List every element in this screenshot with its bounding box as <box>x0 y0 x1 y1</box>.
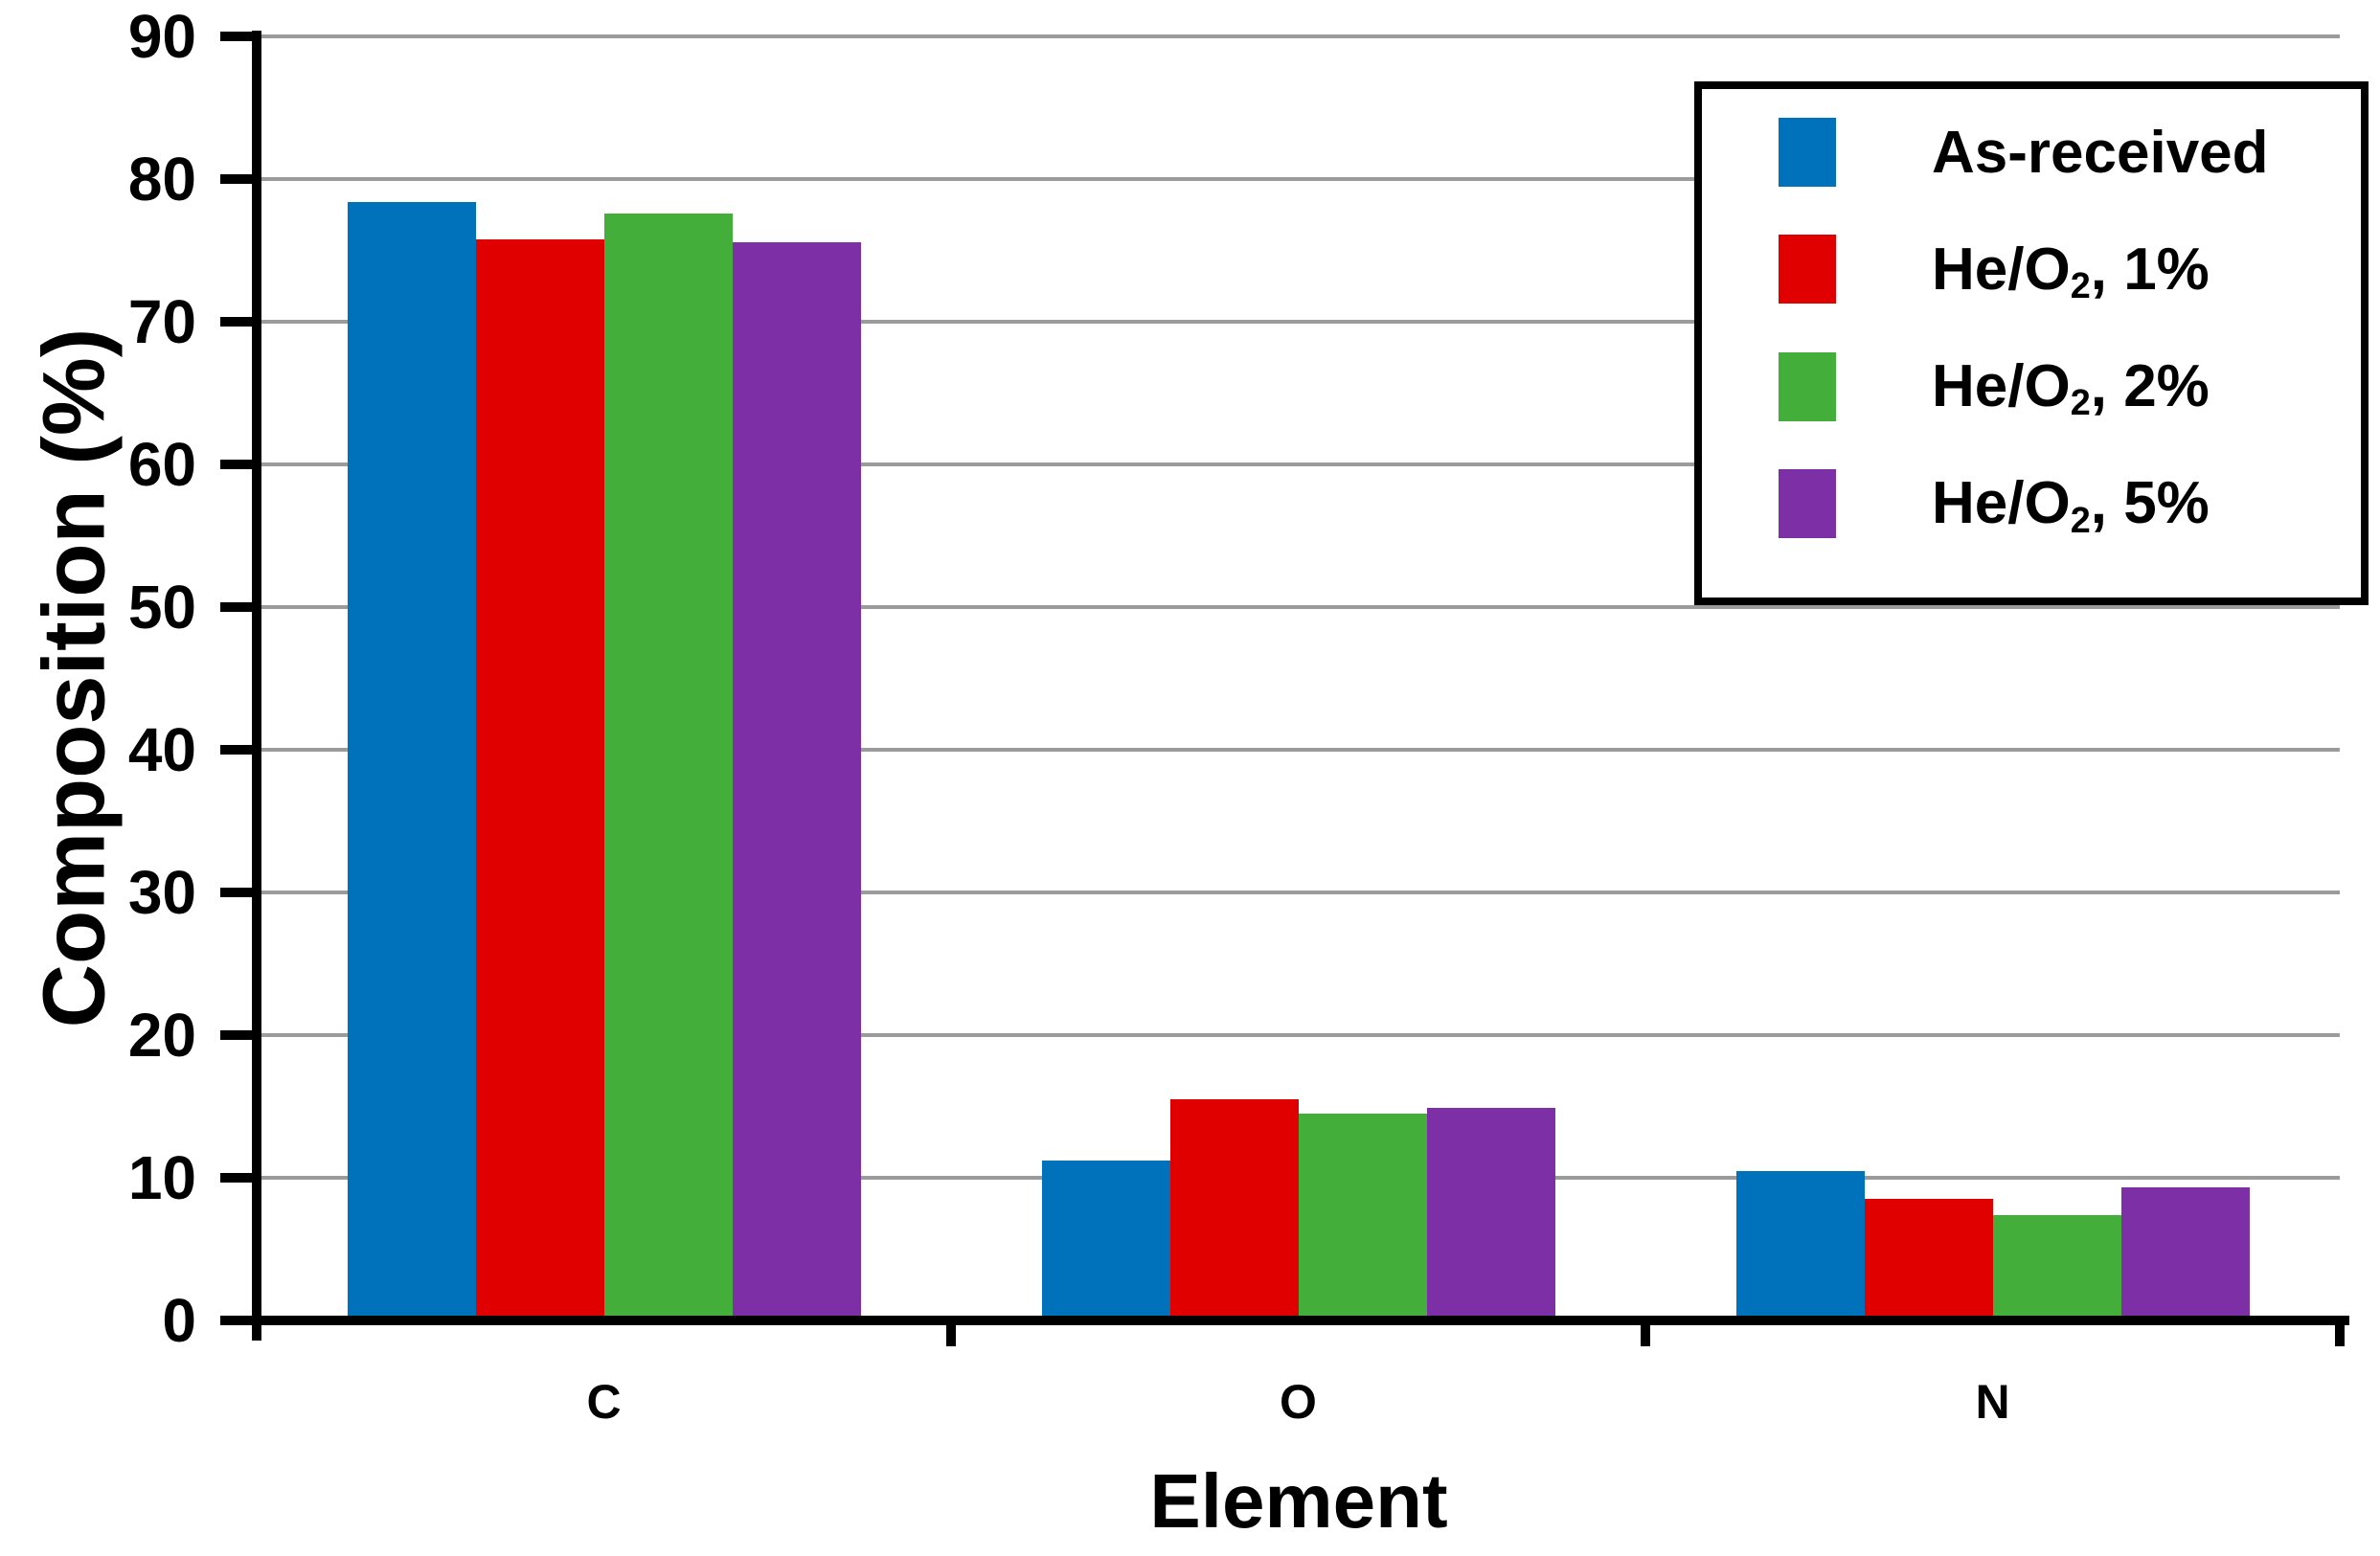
y-tick <box>220 32 257 41</box>
gridline <box>257 748 2340 752</box>
gridline <box>257 891 2340 894</box>
bar-as-received-N <box>1735 1170 1865 1320</box>
y-tick-label: 80 <box>127 145 196 214</box>
legend-label: He/O2, 2% <box>1932 353 2210 424</box>
legend: As-received He/O2, 1% He/O2, 2% He/O2, 5% <box>1694 81 2369 605</box>
y-tick <box>220 1173 257 1183</box>
y-tick <box>220 460 257 469</box>
bar-he-o2-1--O <box>1169 1099 1299 1320</box>
y-tick <box>220 317 257 327</box>
bar-he-o2-2--N <box>1992 1214 2121 1320</box>
bar-as-received-O <box>1041 1161 1170 1320</box>
bar-he-o2-1--C <box>475 238 604 1320</box>
legend-swatch <box>1779 468 1836 538</box>
x-tick <box>946 1325 956 1346</box>
bar-he-o2-5--C <box>732 241 861 1320</box>
legend-label: He/O2, 1% <box>1932 236 2210 306</box>
x-axis-line <box>252 1316 2349 1325</box>
x-category-label: N <box>1975 1375 2010 1429</box>
gridline <box>257 462 2340 466</box>
x-tick <box>1641 1325 1650 1346</box>
legend-item: He/O2, 2% <box>1779 351 2342 424</box>
legend-swatch <box>1779 351 1836 421</box>
bar-he-o2-2--O <box>1298 1113 1427 1320</box>
y-tick-label: 40 <box>127 715 196 784</box>
x-axis-title: Element <box>1149 1458 1448 1544</box>
y-tick-label: 50 <box>127 573 196 642</box>
gridline <box>257 177 2340 181</box>
x-category-label: O <box>1280 1375 1317 1429</box>
bar-as-received-C <box>347 201 476 1320</box>
y-tick <box>220 174 257 184</box>
bar-he-o2-1--N <box>1864 1199 1993 1320</box>
bar-he-o2-5--O <box>1426 1107 1555 1320</box>
x-category-label: C <box>586 1375 622 1429</box>
y-tick <box>220 1316 257 1325</box>
gridline <box>257 34 2340 38</box>
y-axis-line <box>252 31 261 1341</box>
legend-label: As-received <box>1932 119 2269 186</box>
gridline <box>257 320 2340 324</box>
y-tick-label: 10 <box>127 1143 196 1212</box>
y-tick-label: 0 <box>162 1286 196 1355</box>
y-tick-label: 30 <box>127 858 196 927</box>
legend-swatch <box>1779 235 1836 304</box>
y-tick <box>220 602 257 612</box>
gridline <box>257 605 2340 609</box>
y-tick-label: 60 <box>127 430 196 499</box>
y-tick-label: 90 <box>127 2 196 71</box>
legend-item: As-received <box>1779 118 2342 187</box>
y-tick <box>220 1030 257 1040</box>
gridline <box>257 1033 2340 1037</box>
bar-he-o2-2--C <box>603 213 733 1320</box>
legend-item: He/O2, 1% <box>1779 235 2342 306</box>
legend-swatch <box>1779 118 1836 187</box>
legend-label: He/O2, 5% <box>1932 470 2210 541</box>
y-tick-label: 70 <box>127 287 196 356</box>
y-tick <box>220 745 257 755</box>
y-tick <box>220 888 257 897</box>
x-tick <box>2335 1325 2345 1346</box>
y-tick-label: 20 <box>127 1001 196 1070</box>
bar-he-o2-5--N <box>2120 1187 2250 1320</box>
legend-item: He/O2, 5% <box>1779 468 2342 541</box>
